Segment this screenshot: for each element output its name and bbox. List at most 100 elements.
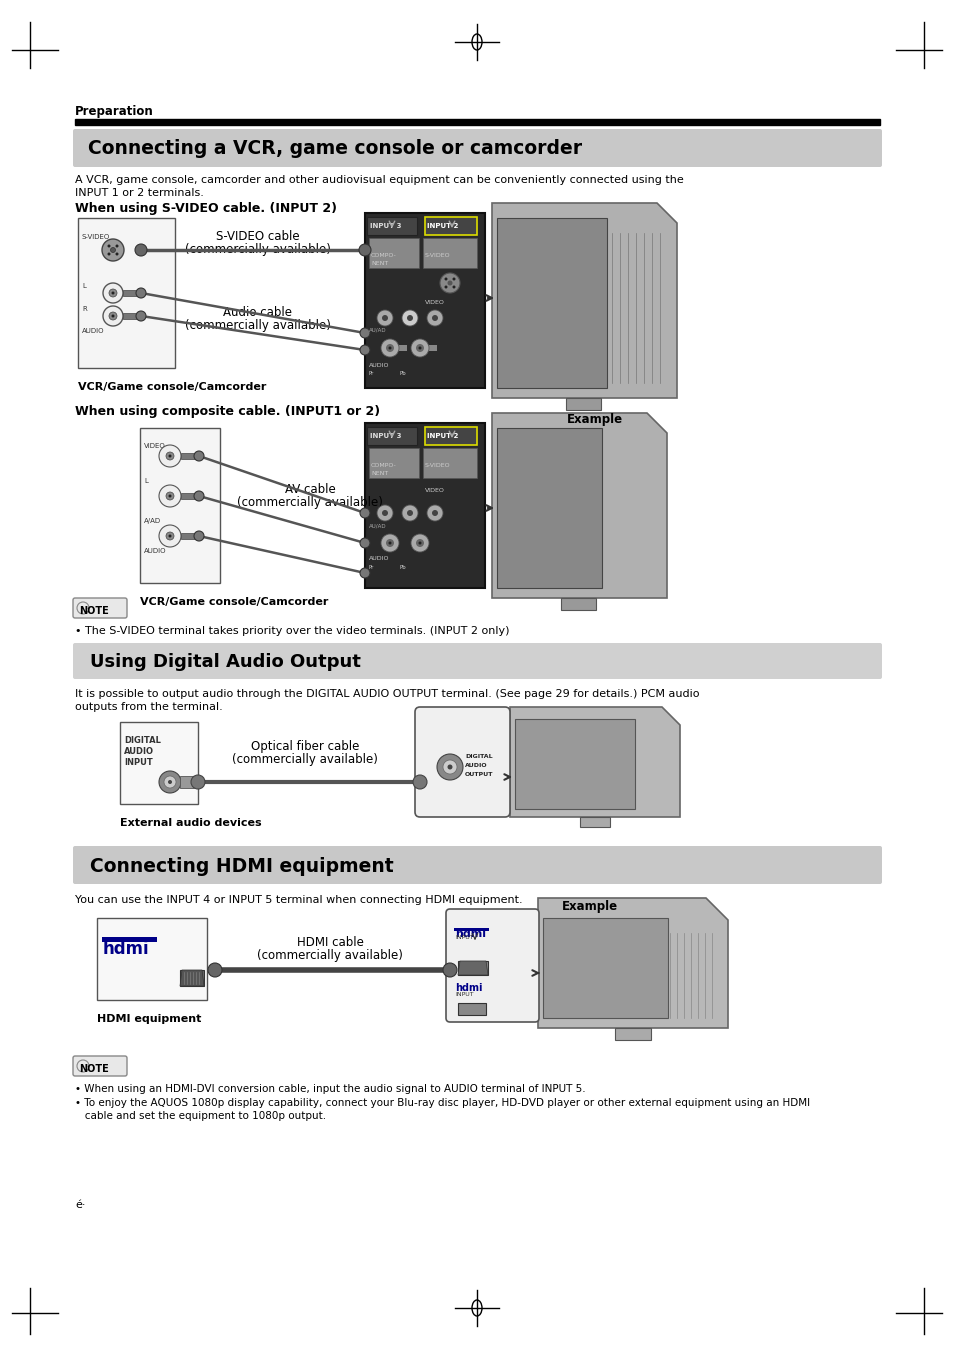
- Bar: [579, 817, 609, 828]
- Text: (commercially available): (commercially available): [185, 319, 331, 332]
- Text: AV cable: AV cable: [284, 483, 335, 495]
- Text: (commercially available): (commercially available): [232, 753, 377, 765]
- Text: OUTPUT: OUTPUT: [464, 772, 493, 778]
- Text: S-VIDEO: S-VIDEO: [82, 234, 111, 240]
- Bar: [424, 217, 476, 235]
- Bar: [416, 346, 436, 351]
- Circle shape: [418, 347, 421, 350]
- Text: DIGITAL: DIGITAL: [464, 755, 492, 759]
- Text: You can use the INPUT 4 or INPUT 5 terminal when connecting HDMI equipment.: You can use the INPUT 4 or INPUT 5 termi…: [75, 895, 522, 905]
- Text: cable and set the equipment to 1080p output.: cable and set the equipment to 1080p out…: [75, 1111, 326, 1120]
- Circle shape: [452, 285, 455, 289]
- Circle shape: [359, 328, 370, 338]
- Circle shape: [112, 315, 114, 317]
- Text: INPUT 3: INPUT 3: [370, 433, 401, 439]
- Circle shape: [444, 285, 447, 289]
- Circle shape: [381, 315, 388, 321]
- Bar: [181, 493, 199, 500]
- Circle shape: [136, 288, 146, 298]
- Text: S-VIDEO: S-VIDEO: [424, 252, 450, 258]
- Text: AU/AD: AU/AD: [369, 522, 386, 528]
- Bar: [180, 971, 204, 986]
- Circle shape: [164, 776, 175, 788]
- Circle shape: [388, 541, 391, 544]
- Text: INPUT 3: INPUT 3: [370, 223, 401, 230]
- Text: hdmi: hdmi: [455, 983, 482, 994]
- Circle shape: [193, 491, 204, 501]
- Bar: [497, 217, 606, 387]
- Text: S-VIDEO: S-VIDEO: [424, 463, 450, 468]
- FancyBboxPatch shape: [73, 598, 127, 618]
- Text: When using composite cable. (INPUT1 or 2): When using composite cable. (INPUT1 or 2…: [75, 405, 379, 418]
- Circle shape: [359, 346, 370, 355]
- Circle shape: [380, 535, 398, 552]
- Text: Connecting a VCR, game console or camcorder: Connecting a VCR, game console or camcor…: [88, 139, 581, 158]
- Text: NENT: NENT: [371, 471, 388, 477]
- FancyBboxPatch shape: [415, 707, 510, 817]
- Circle shape: [193, 451, 204, 460]
- FancyBboxPatch shape: [73, 846, 882, 884]
- Circle shape: [416, 344, 423, 352]
- Bar: [454, 927, 489, 931]
- Circle shape: [169, 455, 172, 458]
- Text: DIGITAL: DIGITAL: [124, 736, 161, 745]
- Circle shape: [108, 252, 111, 255]
- Circle shape: [380, 339, 398, 356]
- FancyBboxPatch shape: [73, 643, 882, 679]
- Bar: [78, 217, 174, 369]
- Circle shape: [135, 244, 147, 256]
- Text: hdmi: hdmi: [103, 940, 150, 958]
- Circle shape: [115, 244, 118, 247]
- Text: • To enjoy the AQUOS 1080p display capability, connect your Blu-ray disc player,: • To enjoy the AQUOS 1080p display capab…: [75, 1098, 809, 1108]
- Bar: [457, 1003, 485, 1015]
- FancyBboxPatch shape: [73, 1056, 127, 1076]
- Circle shape: [427, 310, 442, 325]
- Bar: [367, 427, 416, 446]
- Text: Connecting HDMI equipment: Connecting HDMI equipment: [90, 856, 394, 876]
- Text: Audio cable: Audio cable: [223, 306, 293, 319]
- Circle shape: [108, 244, 111, 247]
- Text: INPUT: INPUT: [455, 992, 473, 998]
- Circle shape: [401, 310, 417, 325]
- Circle shape: [401, 505, 417, 521]
- Text: Example: Example: [566, 413, 622, 427]
- Text: A VCR, game console, camcorder and other audiovisual equipment can be convenient: A VCR, game console, camcorder and other…: [75, 176, 683, 185]
- Text: VIDEO: VIDEO: [144, 443, 166, 450]
- Polygon shape: [510, 707, 679, 817]
- Circle shape: [169, 535, 172, 537]
- Circle shape: [439, 273, 459, 293]
- Bar: [367, 217, 416, 235]
- Bar: [181, 454, 199, 459]
- Text: (commercially available): (commercially available): [236, 495, 382, 509]
- Text: hdmi: hdmi: [455, 929, 485, 940]
- Text: VCR/Game console/Camcorder: VCR/Game console/Camcorder: [78, 382, 266, 391]
- Bar: [387, 346, 407, 351]
- Text: (commercially available): (commercially available): [256, 949, 402, 963]
- Text: L: L: [144, 478, 148, 485]
- Circle shape: [109, 289, 117, 297]
- Text: VCR/Game console/Camcorder: VCR/Game console/Camcorder: [140, 597, 328, 608]
- Circle shape: [418, 541, 421, 544]
- Bar: [75, 119, 879, 126]
- Bar: [97, 918, 207, 1000]
- Text: COMPO-: COMPO-: [371, 252, 396, 258]
- Circle shape: [77, 602, 89, 614]
- Circle shape: [386, 344, 394, 352]
- Circle shape: [193, 531, 204, 541]
- Circle shape: [166, 491, 173, 500]
- Circle shape: [111, 247, 115, 252]
- Text: AUDIO: AUDIO: [144, 548, 167, 554]
- FancyBboxPatch shape: [446, 909, 538, 1022]
- Circle shape: [191, 775, 205, 788]
- Circle shape: [381, 510, 388, 516]
- Circle shape: [115, 252, 118, 255]
- Polygon shape: [492, 413, 666, 598]
- Bar: [565, 398, 600, 410]
- Text: VIDEO: VIDEO: [424, 300, 444, 305]
- Bar: [369, 238, 418, 269]
- Bar: [365, 423, 484, 589]
- FancyBboxPatch shape: [73, 130, 882, 167]
- Circle shape: [102, 239, 124, 261]
- Circle shape: [166, 452, 173, 460]
- Circle shape: [386, 539, 394, 547]
